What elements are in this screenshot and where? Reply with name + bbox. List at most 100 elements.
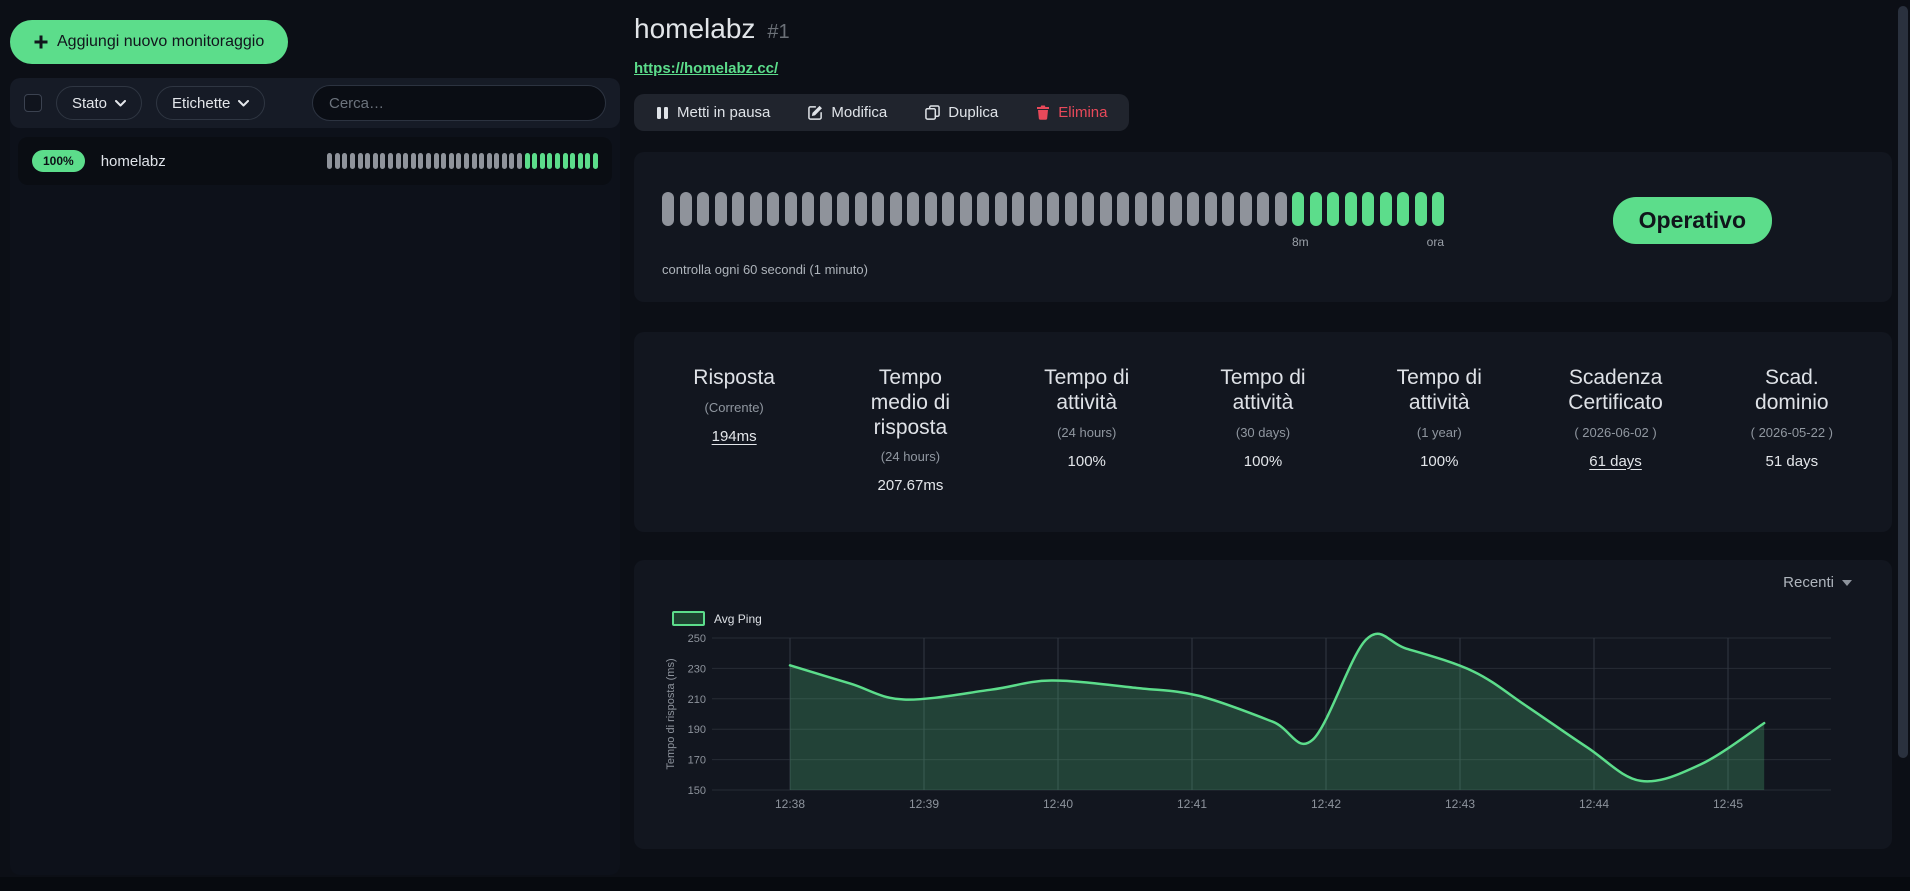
beat-up[interactable] [1344, 192, 1357, 226]
stat-value[interactable]: 61 days [1589, 452, 1642, 470]
beat-up[interactable] [1292, 192, 1304, 226]
beat-empty[interactable] [357, 153, 363, 169]
beat-empty[interactable] [494, 153, 500, 169]
add-monitor-button[interactable]: Aggiungi nuovo monitoraggio [10, 20, 289, 64]
beat-empty[interactable] [872, 192, 884, 226]
beat-empty[interactable] [1204, 192, 1217, 226]
beat-empty[interactable] [509, 153, 515, 169]
beat-empty[interactable] [471, 153, 477, 169]
beat-empty[interactable] [1257, 192, 1269, 226]
beat-up[interactable] [593, 153, 598, 169]
select-all-checkbox[interactable] [24, 94, 42, 112]
beat-empty[interactable] [1152, 192, 1164, 226]
beat-up[interactable] [547, 153, 553, 169]
beat-empty[interactable] [697, 192, 709, 226]
beat-empty[interactable] [479, 153, 485, 169]
beat-empty[interactable] [889, 192, 902, 226]
labels-filter-dropdown[interactable]: Etichette [156, 86, 266, 120]
beat-empty[interactable] [441, 153, 447, 169]
beat-empty[interactable] [350, 153, 355, 169]
beat-up[interactable] [585, 153, 591, 169]
beat-empty[interactable] [395, 153, 401, 169]
beat-empty[interactable] [342, 153, 348, 169]
beat-empty[interactable] [942, 192, 954, 226]
beat-up[interactable] [1327, 192, 1339, 226]
beat-empty[interactable] [837, 192, 849, 226]
beat-up[interactable] [1379, 192, 1392, 226]
heartbeat-bar-small[interactable] [327, 153, 598, 169]
beat-empty[interactable] [486, 153, 492, 169]
search-input[interactable] [312, 85, 606, 121]
beat-empty[interactable] [907, 192, 919, 226]
svg-text:12:41: 12:41 [1177, 797, 1207, 811]
beat-empty[interactable] [403, 153, 409, 169]
monitor-url-link[interactable]: https://homelabz.cc/ [634, 60, 779, 77]
beat-empty[interactable] [819, 192, 832, 226]
edit-button[interactable]: Modifica [808, 104, 887, 121]
beat-up[interactable] [577, 153, 583, 169]
beat-empty[interactable] [924, 192, 937, 226]
beat-up[interactable] [1309, 192, 1322, 226]
beat-empty[interactable] [959, 192, 972, 226]
beat-empty[interactable] [977, 192, 989, 226]
beat-empty[interactable] [380, 153, 386, 169]
beat-up[interactable] [555, 153, 561, 169]
beat-up[interactable] [1414, 192, 1427, 226]
beat-empty[interactable] [994, 192, 1007, 226]
beat-empty[interactable] [662, 192, 674, 226]
duplicate-button[interactable]: Duplica [925, 104, 998, 121]
beat-empty[interactable] [1134, 192, 1147, 226]
beat-empty[interactable] [1239, 192, 1252, 226]
beat-empty[interactable] [679, 192, 692, 226]
beat-empty[interactable] [1012, 192, 1024, 226]
beat-empty[interactable] [1082, 192, 1094, 226]
beat-empty[interactable] [463, 153, 469, 169]
beat-up[interactable] [524, 153, 530, 169]
beat-up[interactable] [539, 153, 545, 169]
beat-empty[interactable] [714, 192, 727, 226]
beat-up[interactable] [570, 153, 576, 169]
beat-up[interactable] [1432, 192, 1444, 226]
beat-empty[interactable] [517, 153, 523, 169]
status-filter-dropdown[interactable]: Stato [56, 86, 143, 120]
beat-empty[interactable] [767, 192, 779, 226]
beat-empty[interactable] [365, 153, 371, 169]
monitor-list-item[interactable]: 100% homelabz [18, 137, 612, 185]
beat-empty[interactable] [1187, 192, 1199, 226]
beat-empty[interactable] [1029, 192, 1042, 226]
beat-empty[interactable] [1169, 192, 1182, 226]
beat-up[interactable] [532, 153, 538, 169]
beat-empty[interactable] [802, 192, 814, 226]
beat-empty[interactable] [732, 192, 744, 226]
pause-button[interactable]: Metti in pausa [656, 104, 770, 121]
beat-empty[interactable] [425, 153, 431, 169]
beat-empty[interactable] [1274, 192, 1287, 226]
beat-empty[interactable] [448, 153, 454, 169]
beat-empty[interactable] [387, 153, 393, 169]
beat-empty[interactable] [1047, 192, 1059, 226]
beat-empty[interactable] [1099, 192, 1112, 226]
chart-range-dropdown[interactable]: Recenti [1783, 574, 1852, 591]
beat-empty[interactable] [784, 192, 797, 226]
scrollbar-thumb[interactable] [1898, 6, 1908, 758]
beat-empty[interactable] [1064, 192, 1077, 226]
beat-empty[interactable] [433, 153, 439, 169]
beat-empty[interactable] [749, 192, 762, 226]
beat-empty[interactable] [418, 153, 424, 169]
beat-empty[interactable] [327, 153, 333, 169]
beat-up[interactable] [1397, 192, 1409, 226]
stat-column: Scad. dominio ( 2026-05-22 ) 51 days [1704, 366, 1880, 532]
beat-empty[interactable] [334, 153, 340, 169]
beat-up[interactable] [1362, 192, 1374, 226]
beat-empty[interactable] [854, 192, 867, 226]
beat-empty[interactable] [456, 153, 462, 169]
beat-empty[interactable] [372, 153, 378, 169]
delete-button[interactable]: Elimina [1036, 104, 1107, 121]
beat-empty[interactable] [501, 153, 507, 169]
heartbeat-bar-large[interactable] [662, 192, 1444, 226]
beat-up[interactable] [562, 153, 568, 169]
beat-empty[interactable] [1222, 192, 1234, 226]
beat-empty[interactable] [410, 153, 416, 169]
stat-value[interactable]: 194ms [711, 427, 757, 445]
beat-empty[interactable] [1117, 192, 1129, 226]
